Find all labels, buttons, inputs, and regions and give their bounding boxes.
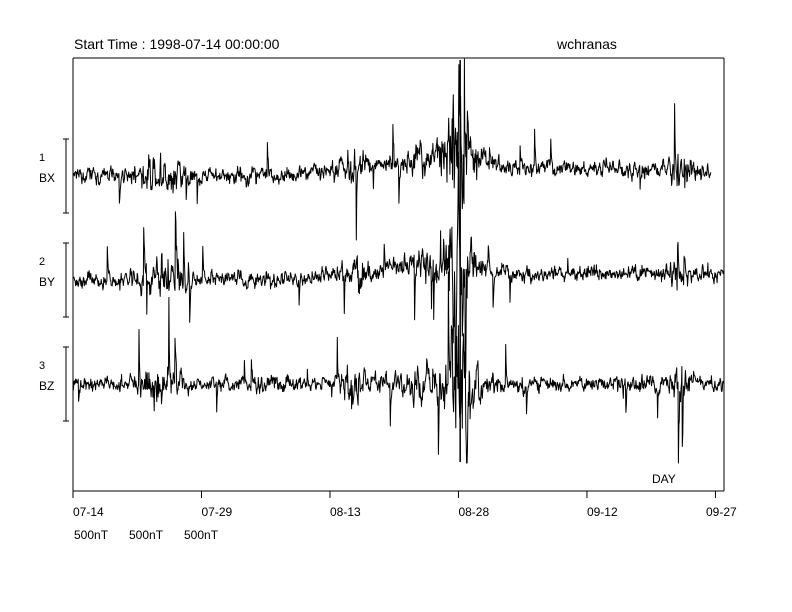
series-name-by: BY — [39, 275, 55, 289]
page-title: Start Time : 1998-07-14 00:00:00 — [74, 36, 280, 52]
x-tick-label-07-29: 07-29 — [201, 505, 232, 519]
series-name-bx: BX — [39, 171, 55, 185]
scale-label-bx: 500nT — [74, 528, 109, 542]
x-tick-label-08-28: 08-28 — [458, 505, 489, 519]
scale-label-by: 500nT — [129, 528, 164, 542]
x-tick-label-09-27: 09-27 — [706, 505, 737, 519]
scale-label-bz: 500nT — [184, 528, 219, 542]
x-axis-label: DAY — [652, 472, 676, 486]
trace-by — [72, 151, 725, 429]
x-tick-label-07-14: 07-14 — [73, 505, 104, 519]
x-tick-label-08-13: 08-13 — [330, 505, 361, 519]
series-index-bz: 3 — [39, 360, 45, 372]
trace-bx — [72, 58, 712, 241]
series-index-bx: 1 — [39, 152, 45, 164]
station-name: wchranas — [557, 36, 617, 52]
series-name-bz: BZ — [39, 379, 54, 393]
x-tick-label-09-12: 09-12 — [587, 505, 618, 519]
trace-bz — [72, 271, 725, 464]
series-index-by: 2 — [39, 256, 45, 268]
